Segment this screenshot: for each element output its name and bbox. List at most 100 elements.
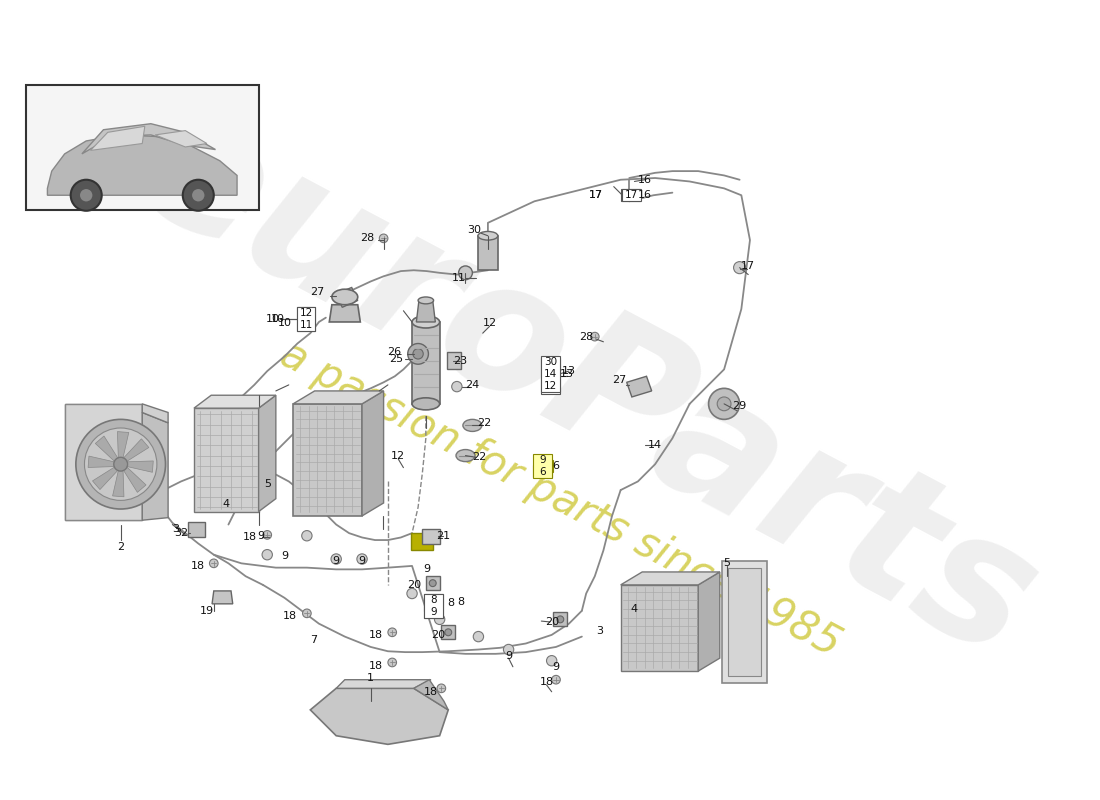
Circle shape — [557, 616, 564, 623]
Polygon shape — [620, 585, 698, 671]
Text: 30: 30 — [544, 357, 558, 366]
Text: 9: 9 — [430, 607, 437, 618]
Text: a passion for parts since 1985: a passion for parts since 1985 — [273, 333, 848, 665]
Polygon shape — [65, 404, 142, 520]
Text: 29: 29 — [733, 401, 747, 410]
Ellipse shape — [412, 316, 440, 328]
Bar — [26, 85, 258, 210]
Circle shape — [552, 675, 560, 684]
Text: 7: 7 — [310, 635, 317, 645]
Text: 18: 18 — [191, 561, 206, 571]
Polygon shape — [123, 439, 148, 462]
Text: 24: 24 — [465, 380, 480, 390]
Circle shape — [412, 349, 424, 359]
Bar — [422, 529, 440, 544]
Bar — [535, 460, 553, 472]
Text: 22: 22 — [477, 418, 492, 428]
Circle shape — [444, 629, 452, 636]
Text: 12: 12 — [299, 308, 312, 318]
Text: 27: 27 — [612, 374, 626, 385]
Bar — [425, 594, 443, 618]
Circle shape — [379, 234, 388, 242]
Text: 20: 20 — [431, 630, 446, 640]
Ellipse shape — [456, 450, 475, 462]
Polygon shape — [412, 322, 440, 404]
Circle shape — [262, 550, 273, 560]
Circle shape — [209, 559, 218, 568]
Text: 9: 9 — [539, 455, 546, 465]
Text: 9: 9 — [359, 556, 365, 566]
Bar — [425, 594, 443, 618]
Circle shape — [429, 580, 437, 586]
Text: euroParts: euroParts — [108, 77, 1064, 697]
Polygon shape — [362, 391, 384, 516]
Text: 17: 17 — [590, 190, 604, 200]
Circle shape — [263, 530, 272, 539]
Circle shape — [302, 609, 311, 618]
Circle shape — [183, 180, 213, 210]
Text: 5: 5 — [264, 479, 271, 489]
Text: 27: 27 — [310, 286, 324, 297]
Polygon shape — [194, 395, 276, 408]
Text: 18: 18 — [243, 533, 257, 542]
Polygon shape — [329, 305, 361, 322]
Text: 3: 3 — [596, 626, 604, 635]
Polygon shape — [337, 680, 431, 688]
Text: 16: 16 — [638, 190, 652, 200]
Bar — [297, 307, 316, 331]
Circle shape — [301, 530, 312, 541]
Circle shape — [76, 419, 165, 509]
Ellipse shape — [478, 231, 498, 240]
Text: 18: 18 — [424, 686, 438, 697]
Text: 17: 17 — [590, 190, 604, 200]
Text: 20: 20 — [407, 580, 421, 590]
Text: 8: 8 — [448, 598, 454, 608]
Circle shape — [70, 180, 101, 210]
Polygon shape — [293, 404, 362, 516]
Text: 4: 4 — [631, 604, 638, 614]
Text: 9: 9 — [332, 556, 340, 566]
Bar — [441, 626, 455, 639]
Text: 9: 9 — [505, 650, 513, 661]
Bar — [532, 465, 552, 477]
Bar — [728, 568, 761, 676]
Bar — [426, 576, 440, 590]
Polygon shape — [411, 533, 432, 550]
Circle shape — [591, 332, 600, 341]
Circle shape — [437, 684, 446, 693]
Circle shape — [547, 655, 557, 666]
Text: 10: 10 — [277, 318, 292, 328]
Polygon shape — [123, 467, 146, 492]
Polygon shape — [81, 124, 216, 154]
Circle shape — [504, 644, 514, 654]
Circle shape — [113, 458, 128, 471]
Text: 32: 32 — [174, 528, 188, 538]
Polygon shape — [417, 301, 436, 322]
Polygon shape — [293, 391, 384, 404]
Circle shape — [388, 628, 396, 637]
Polygon shape — [620, 572, 719, 585]
Text: 22: 22 — [472, 452, 486, 462]
Text: 12: 12 — [483, 318, 497, 328]
Text: 21: 21 — [436, 530, 450, 541]
Text: 8: 8 — [430, 595, 437, 606]
Polygon shape — [142, 413, 168, 520]
Text: 3: 3 — [173, 524, 179, 534]
Text: 28: 28 — [579, 332, 593, 342]
Ellipse shape — [332, 290, 358, 305]
Text: 11: 11 — [299, 321, 312, 330]
Text: 23: 23 — [453, 356, 468, 366]
Bar — [620, 190, 639, 202]
Text: 25: 25 — [389, 354, 404, 364]
Text: 2: 2 — [117, 542, 124, 552]
Bar — [623, 190, 641, 202]
Text: 10: 10 — [266, 314, 280, 324]
Bar — [65, 404, 142, 520]
Circle shape — [408, 343, 428, 364]
Text: 14: 14 — [544, 369, 558, 378]
Bar — [532, 454, 552, 478]
Text: 9: 9 — [256, 530, 264, 541]
Text: 30: 30 — [468, 225, 481, 234]
Text: 28: 28 — [360, 234, 374, 243]
Circle shape — [388, 658, 396, 666]
